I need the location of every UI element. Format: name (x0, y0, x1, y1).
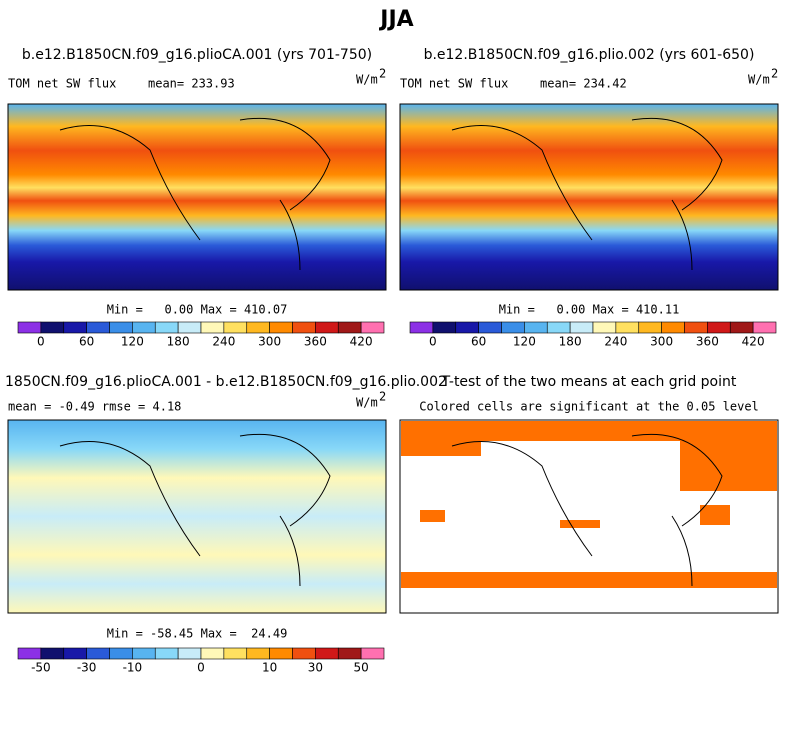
colorbar-label: 50 (353, 661, 368, 675)
panel-title: T-test of the two means at each grid poi… (441, 374, 737, 390)
colorbar-label: 180 (167, 335, 190, 349)
colorbar-box (684, 321, 708, 334)
colorbar-box (86, 647, 110, 660)
panel-title: b.e12.B1850CN.f09_g16.plio.002 (yrs 601-… (424, 47, 755, 63)
colorbar-box (177, 647, 202, 660)
colorbar-label: 120 (121, 335, 144, 349)
colorbar-box (40, 321, 65, 334)
colorbar-box (315, 647, 339, 660)
colorbar-box (478, 321, 502, 334)
variable-label: TOM net SW flux (8, 77, 116, 91)
colorbar-label: 240 (604, 335, 627, 349)
colorbar-box (223, 647, 248, 660)
colorbar-box (337, 647, 362, 660)
colorbar-label: 420 (742, 335, 765, 349)
colorbar-box (729, 321, 754, 334)
units-superscript: 2 (771, 67, 778, 81)
colorbar-label: 360 (696, 335, 719, 349)
colorbar-box (409, 321, 434, 334)
colorbar-box (315, 321, 339, 334)
colorbar-box (200, 321, 225, 334)
colorbar-label: 180 (559, 335, 582, 349)
colorbar-label: 60 (79, 335, 94, 349)
stats-label: mean= 233.93 (148, 77, 235, 91)
panel-title: 1850CN.f09_g16.plioCA.001 - b.e12.B1850C… (5, 374, 447, 390)
colorbar-label: 10 (262, 661, 277, 675)
colorbar-label: 360 (304, 335, 327, 349)
colorbar-box (63, 321, 87, 334)
colorbar-box (752, 321, 777, 334)
colorbar-box (360, 321, 385, 334)
colorbar-label: 300 (650, 335, 673, 349)
stats-label: mean= 234.42 (540, 77, 627, 91)
colorbar-box (63, 647, 87, 660)
colorbar-box (360, 647, 385, 660)
colorbar-box (246, 321, 270, 334)
colorbar-box (132, 647, 156, 660)
colorbar-box (501, 321, 525, 334)
colorbar-box (154, 321, 179, 334)
colorbar-box (707, 321, 731, 334)
units-superscript: 2 (379, 390, 386, 404)
coastlines (59, 117, 723, 587)
colorbar-box (615, 321, 640, 334)
panel-title: b.e12.B1850CN.f09_g16.plioCA.001 (yrs 70… (22, 47, 372, 63)
colorbar-label: -30 (77, 661, 97, 675)
colorbar-label: 0 (37, 335, 45, 349)
colorbar-label: -50 (31, 661, 51, 675)
colorbar-label: 30 (308, 661, 323, 675)
colorbar-box (132, 321, 156, 334)
colorbar-box (269, 647, 293, 660)
colorbar-box (223, 321, 248, 334)
colorbar-box (17, 321, 42, 334)
colorbar-box (17, 647, 42, 660)
map (399, 103, 779, 291)
colorbar-label: 0 (429, 335, 437, 349)
colorbar-box (337, 321, 362, 334)
colorbar-label: 120 (513, 335, 536, 349)
min-max: Min = 0.00 Max = 410.07 (107, 303, 288, 317)
colorbar-label: 420 (350, 335, 373, 349)
colorbar-box (109, 647, 133, 660)
colorbar-box (592, 321, 617, 334)
units-superscript: 2 (379, 67, 386, 81)
map (7, 103, 387, 291)
variable-label: TOM net SW flux (400, 77, 508, 91)
colorbar-box (200, 647, 225, 660)
colorbar-box (109, 321, 133, 334)
colorbar-box (246, 647, 270, 660)
colorbar-label: 60 (471, 335, 486, 349)
colorbar-box (638, 321, 662, 334)
significance-map (399, 419, 779, 614)
map (7, 419, 387, 614)
colorbar-label: 0 (197, 661, 205, 675)
colorbar-box (292, 321, 316, 334)
colorbar-box (40, 647, 65, 660)
colorbar-box (86, 321, 110, 334)
colorbar-box (292, 647, 316, 660)
colorbar-box (661, 321, 685, 334)
colorbar-box (177, 321, 202, 334)
units: W/m (356, 396, 378, 410)
colorbar-box (455, 321, 479, 334)
min-max: Min = -58.45 Max = 24.49 (107, 627, 288, 641)
colorbar-box (524, 321, 548, 334)
colorbar-box (569, 321, 594, 334)
stats-label: mean = -0.49 rmse = 4.18 (8, 400, 181, 414)
colorbar-label: 240 (212, 335, 235, 349)
colorbar-box (546, 321, 571, 334)
units: W/m (748, 73, 770, 87)
min-max: Min = 0.00 Max = 410.11 (499, 303, 680, 317)
colorbar-label: 300 (258, 335, 281, 349)
units: W/m (356, 73, 378, 87)
colorbar-box (269, 321, 293, 334)
colorbar-box (154, 647, 179, 660)
colorbar-box (432, 321, 457, 334)
colorbar-label: -10 (123, 661, 143, 675)
figure-title: JJA (378, 7, 413, 32)
stats-label: Colored cells are significant at the 0.0… (419, 400, 759, 414)
